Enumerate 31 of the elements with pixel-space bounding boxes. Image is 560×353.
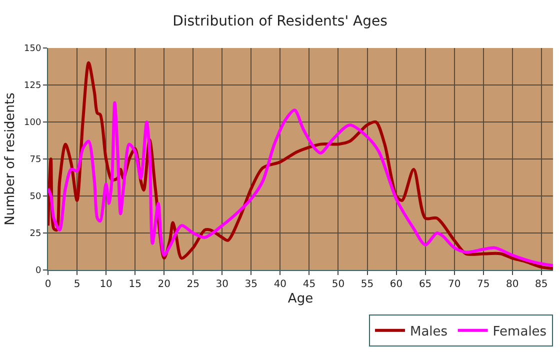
x-tick-label: 80 — [506, 279, 519, 290]
y-tick-label: 50 — [30, 192, 42, 202]
x-tick-label: 45 — [302, 279, 316, 290]
x-tick-label: 85 — [535, 279, 548, 290]
x-tick-label: 25 — [186, 279, 200, 290]
line-series — [48, 101, 553, 268]
x-tick-label: 10 — [100, 279, 112, 290]
x-tick-label: 5 — [74, 279, 80, 290]
x-tick-label: 40 — [274, 279, 287, 290]
chart-title: Distribution of Residents' Ages — [172, 14, 388, 30]
y-axis-title: Number of residents — [2, 92, 18, 226]
y-tick-label: 150 — [24, 44, 42, 54]
x-tick-label: 55 — [360, 279, 374, 290]
x-tick-label: 70 — [448, 279, 461, 290]
legend-label: Females — [492, 324, 547, 340]
x-tick-label: 75 — [476, 279, 490, 290]
y-tick-label: 125 — [24, 81, 42, 92]
y-tick-label: 0 — [35, 266, 42, 276]
y-tick-label: 75 — [30, 155, 42, 166]
x-tick-label: 20 — [158, 279, 170, 290]
x-tick-label: 0 — [44, 279, 52, 290]
x-tick-label: 35 — [244, 279, 258, 290]
y-tick-label: 100 — [24, 118, 42, 128]
y-tick-label: 25 — [30, 229, 42, 240]
x-tick-label: 30 — [216, 279, 229, 290]
legend-label: Males — [410, 324, 448, 340]
x-tick-label: 65 — [418, 279, 432, 290]
x-axis-title: Age — [288, 292, 314, 307]
x-tick-label: 50 — [332, 279, 345, 290]
x-tick-label: 15 — [128, 279, 142, 290]
x-tick-label: 60 — [390, 279, 403, 290]
